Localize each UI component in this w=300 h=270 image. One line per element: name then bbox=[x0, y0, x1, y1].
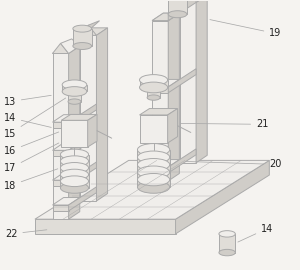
Ellipse shape bbox=[68, 89, 81, 94]
Polygon shape bbox=[52, 173, 80, 180]
Polygon shape bbox=[35, 160, 269, 219]
Polygon shape bbox=[52, 180, 69, 186]
Polygon shape bbox=[176, 160, 269, 234]
Ellipse shape bbox=[137, 174, 170, 186]
Text: 18: 18 bbox=[4, 169, 58, 191]
Ellipse shape bbox=[137, 181, 170, 193]
Polygon shape bbox=[152, 167, 168, 173]
Ellipse shape bbox=[147, 85, 160, 90]
Polygon shape bbox=[140, 80, 168, 87]
Polygon shape bbox=[80, 35, 97, 201]
Polygon shape bbox=[60, 174, 88, 181]
Text: 19: 19 bbox=[210, 20, 282, 38]
Ellipse shape bbox=[147, 95, 160, 100]
Polygon shape bbox=[137, 157, 170, 165]
Text: 17: 17 bbox=[4, 143, 59, 173]
Polygon shape bbox=[69, 187, 97, 211]
Polygon shape bbox=[219, 234, 235, 252]
Ellipse shape bbox=[219, 231, 235, 237]
Polygon shape bbox=[69, 162, 97, 186]
Polygon shape bbox=[35, 219, 176, 234]
Polygon shape bbox=[52, 53, 69, 219]
Text: 14: 14 bbox=[238, 224, 273, 242]
Polygon shape bbox=[137, 172, 170, 180]
Polygon shape bbox=[52, 115, 80, 122]
Ellipse shape bbox=[219, 249, 235, 256]
Polygon shape bbox=[52, 43, 69, 53]
Polygon shape bbox=[61, 120, 88, 147]
Polygon shape bbox=[52, 205, 69, 211]
Polygon shape bbox=[152, 160, 179, 167]
Polygon shape bbox=[80, 21, 100, 35]
Polygon shape bbox=[168, 0, 187, 14]
Ellipse shape bbox=[140, 82, 168, 93]
Text: 14: 14 bbox=[4, 113, 51, 127]
Ellipse shape bbox=[137, 158, 170, 171]
Polygon shape bbox=[60, 154, 88, 161]
Ellipse shape bbox=[68, 99, 81, 104]
Polygon shape bbox=[152, 87, 168, 93]
Polygon shape bbox=[80, 25, 97, 35]
Polygon shape bbox=[52, 150, 69, 156]
Polygon shape bbox=[137, 150, 170, 157]
Polygon shape bbox=[152, 79, 179, 87]
Ellipse shape bbox=[60, 156, 88, 167]
Polygon shape bbox=[168, 149, 196, 173]
Text: 13: 13 bbox=[4, 95, 51, 107]
Polygon shape bbox=[152, 13, 179, 21]
Ellipse shape bbox=[73, 43, 92, 49]
Polygon shape bbox=[147, 87, 160, 97]
Polygon shape bbox=[52, 198, 80, 205]
Polygon shape bbox=[180, 0, 207, 2]
Polygon shape bbox=[61, 114, 97, 120]
Ellipse shape bbox=[62, 87, 87, 96]
Polygon shape bbox=[88, 114, 97, 147]
Polygon shape bbox=[61, 39, 80, 53]
Polygon shape bbox=[62, 85, 87, 92]
Polygon shape bbox=[52, 143, 80, 150]
Polygon shape bbox=[60, 161, 88, 168]
Polygon shape bbox=[73, 29, 92, 46]
Ellipse shape bbox=[62, 80, 87, 90]
Ellipse shape bbox=[168, 11, 187, 18]
Polygon shape bbox=[180, 2, 196, 163]
Ellipse shape bbox=[73, 25, 92, 32]
Ellipse shape bbox=[140, 75, 168, 85]
Text: 16: 16 bbox=[4, 132, 59, 156]
Ellipse shape bbox=[60, 163, 88, 173]
Polygon shape bbox=[60, 181, 88, 188]
Polygon shape bbox=[80, 28, 108, 35]
Polygon shape bbox=[97, 28, 108, 201]
Polygon shape bbox=[68, 92, 81, 102]
Polygon shape bbox=[137, 165, 170, 172]
Text: 22: 22 bbox=[5, 229, 47, 239]
Polygon shape bbox=[137, 180, 170, 187]
Polygon shape bbox=[52, 46, 80, 53]
Text: 21: 21 bbox=[180, 119, 268, 129]
Ellipse shape bbox=[60, 183, 88, 193]
Ellipse shape bbox=[137, 151, 170, 163]
Polygon shape bbox=[140, 109, 178, 115]
Polygon shape bbox=[140, 115, 168, 143]
Polygon shape bbox=[168, 13, 179, 181]
Polygon shape bbox=[60, 168, 88, 174]
Ellipse shape bbox=[60, 169, 88, 180]
Polygon shape bbox=[69, 46, 80, 219]
Ellipse shape bbox=[60, 149, 88, 160]
Ellipse shape bbox=[137, 144, 170, 156]
Polygon shape bbox=[180, 0, 207, 2]
Polygon shape bbox=[168, 0, 196, 21]
Polygon shape bbox=[69, 104, 97, 128]
Ellipse shape bbox=[60, 176, 88, 187]
Polygon shape bbox=[69, 132, 97, 156]
Polygon shape bbox=[152, 21, 168, 181]
Polygon shape bbox=[52, 122, 69, 128]
Polygon shape bbox=[168, 109, 178, 143]
Polygon shape bbox=[196, 0, 207, 163]
Ellipse shape bbox=[137, 166, 170, 178]
Text: 15: 15 bbox=[4, 98, 66, 139]
Polygon shape bbox=[168, 69, 196, 93]
Text: 20: 20 bbox=[172, 159, 282, 169]
Polygon shape bbox=[152, 13, 179, 21]
